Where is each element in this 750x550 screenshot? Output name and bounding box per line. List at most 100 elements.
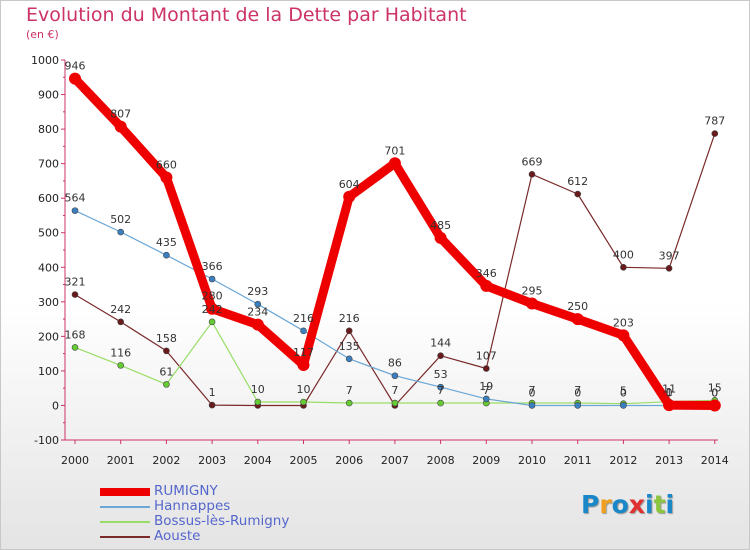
data-point [574,402,582,409]
data-point [160,171,173,184]
logo-letter: P [581,490,600,519]
legend-label: Bossus-lès-Rumigny [154,513,290,529]
data-point [708,399,721,412]
data-label: 1 [209,386,216,399]
legend-swatch [100,521,150,523]
x-tick-label: 2006 [335,454,363,467]
data-label: 400 [613,248,634,261]
data-label: 10 [297,383,311,396]
data-label: 0 [711,386,718,399]
data-label: 11 [662,383,676,396]
data-point [482,395,490,403]
y-tick-label: 500 [38,227,59,240]
data-point [391,372,399,380]
data-label: 612 [567,175,588,188]
data-label: 295 [522,285,543,298]
data-label: 203 [613,316,634,329]
data-label: 144 [430,337,451,350]
data-label: 86 [388,357,402,370]
data-point [437,399,444,407]
data-label: 168 [65,328,86,341]
data-point [437,383,444,391]
data-label: 107 [476,349,497,362]
data-label: 242 [202,303,223,316]
data-point [208,401,216,409]
data-label: 280 [202,290,223,303]
data-label: 0 [666,386,673,399]
y-tick-label: 800 [38,123,59,136]
data-point [71,291,79,298]
data-point [300,398,307,406]
data-label: 0 [711,386,718,399]
data-point [114,120,127,133]
logo-letter: i [665,490,675,519]
data-label: 0 [529,386,536,399]
data-label: 564 [65,192,86,205]
data-point [300,327,307,335]
data-label: 116 [110,346,131,359]
data-point [345,327,353,335]
data-label: 5 [620,385,627,398]
data-point [208,318,216,326]
data-label: 135 [339,340,360,353]
data-point [343,190,356,203]
y-tick-label: 200 [38,330,59,343]
x-tick-label: 2005 [290,454,318,467]
chart-unit: (en €) [26,28,59,41]
logo-letter: o [611,490,629,519]
data-point [206,302,219,315]
logo-letter: i [645,490,654,519]
axes: -100010020030040050060070080090010002000… [31,54,729,467]
data-point [617,329,630,342]
data-label: 807 [110,108,131,121]
legend-swatch [100,536,150,538]
x-tick-label: 2010 [518,454,546,467]
data-label: 19 [479,380,493,393]
data-label: 0 [620,386,627,399]
y-tick-label: 1000 [31,54,59,67]
data-label: 250 [567,300,588,313]
data-point [208,275,216,283]
x-tick-label: 2001 [107,454,135,467]
data-point [480,279,493,292]
legend-swatch [100,488,150,496]
data-label: 397 [659,249,680,262]
data-label: 946 [65,60,86,73]
x-tick-label: 2012 [609,454,637,467]
data-point [663,399,676,412]
data-label: 7 [483,384,490,397]
data-label: 7 [529,384,536,397]
data-label: 604 [339,178,360,191]
x-tick-label: 2014 [701,454,729,467]
data-point [117,318,124,326]
x-tick-label: 2011 [564,454,592,467]
data-label: 485 [430,219,451,232]
data-point [437,352,444,360]
data-point [574,190,582,198]
chart-title: Evolution du Montant de la Dette par Hab… [26,4,467,26]
data-point [163,381,170,388]
y-tick-label: 400 [38,261,59,274]
logo-letter: t [653,490,666,519]
data-label: 242 [110,303,131,316]
data-point [711,130,719,137]
data-point [69,72,81,85]
y-tick-label: 700 [38,158,59,171]
data-point [620,263,627,271]
data-point [345,399,353,407]
data-label: 117 [293,346,314,359]
y-tick-label: -100 [34,434,59,447]
data-label: 660 [156,158,177,171]
data-point [163,251,170,259]
data-label: 7 [437,384,444,397]
data-point [71,344,79,351]
legend-swatch [100,506,150,508]
data-label: 61 [159,365,173,378]
data-label: 7 [346,384,353,397]
x-tick-label: 2004 [244,454,272,467]
data-label: 1 [666,386,673,399]
data-point [254,300,262,308]
data-point [117,228,124,236]
data-point [251,318,264,331]
